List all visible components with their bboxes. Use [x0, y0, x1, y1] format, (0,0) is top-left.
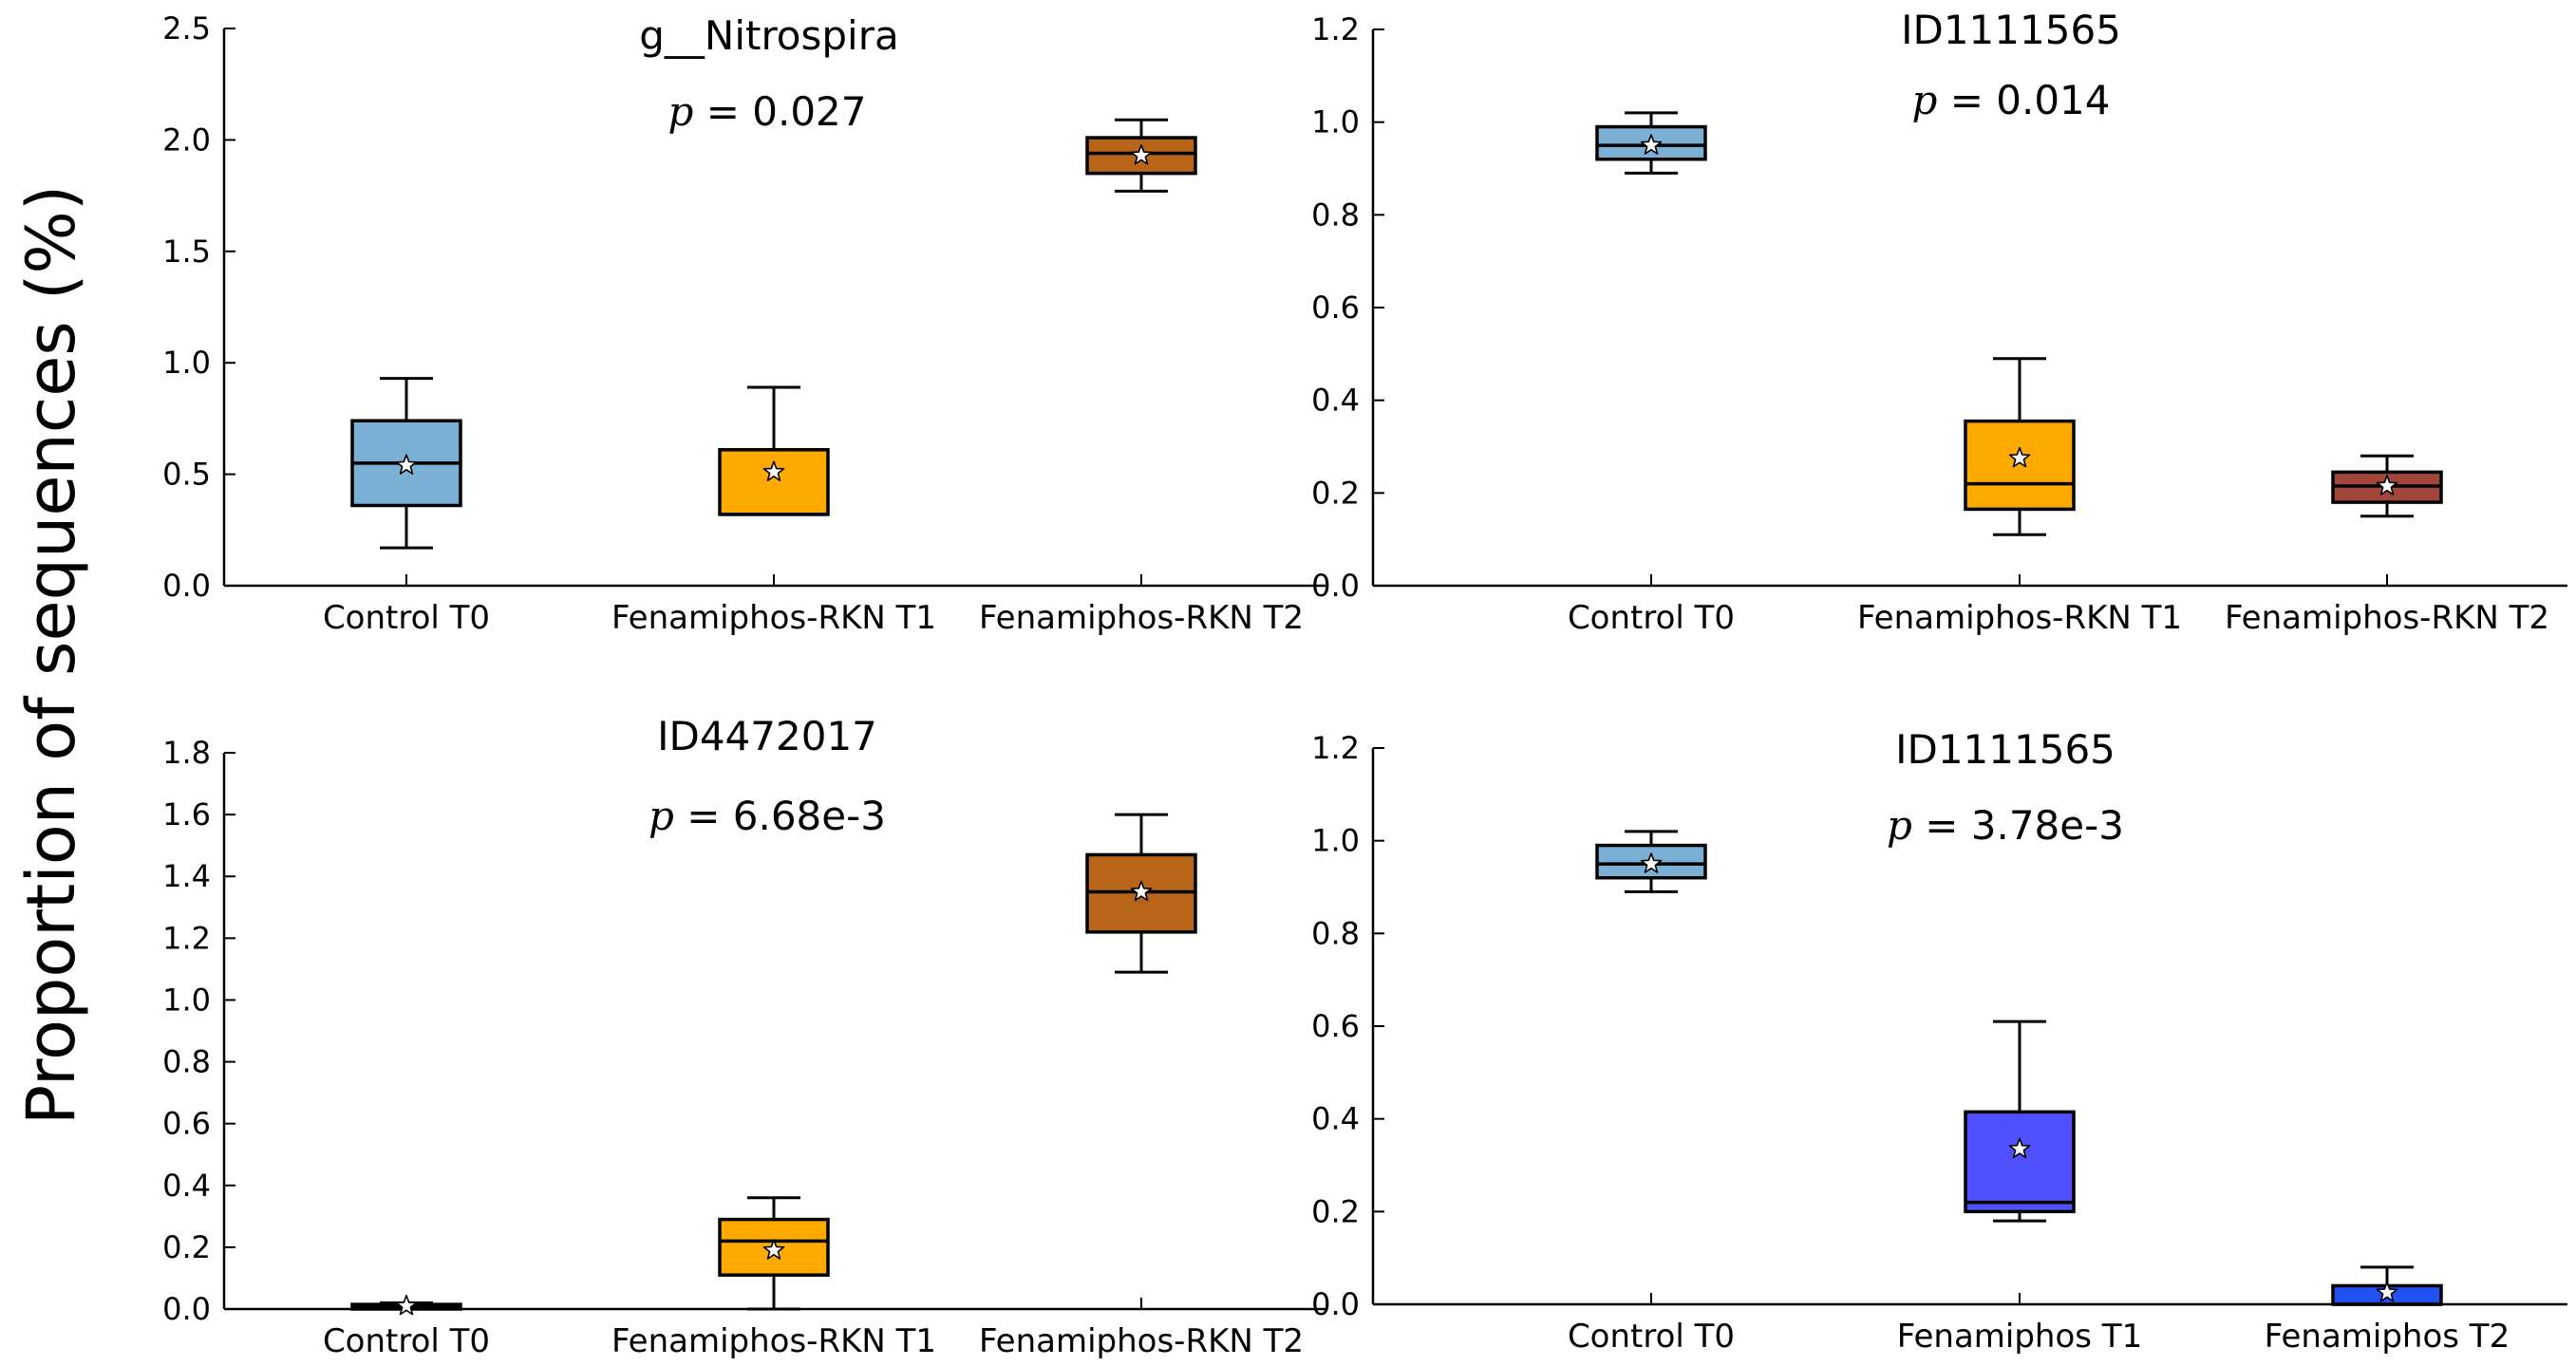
- p-value-annotation: p = 3.78e-3: [1887, 802, 2124, 849]
- y-tick-label: 1.0: [162, 982, 211, 1018]
- p-value-annotation: p = 0.014: [1911, 77, 2110, 123]
- x-category-label: Fenamiphos-RKN T1: [611, 1322, 936, 1360]
- x-category-label: Fenamiphos-RKN T2: [2225, 599, 2549, 637]
- p-symbol: p: [668, 88, 693, 135]
- p-value-text: = 6.68e-3: [674, 793, 886, 839]
- x-category-label: Fenamiphos-RKN T1: [611, 599, 936, 637]
- y-tick-label: 0.8: [1311, 915, 1360, 951]
- y-tick-label: 2.0: [162, 122, 211, 158]
- box-1: [1595, 830, 1707, 893]
- y-tick-label: 1.6: [162, 796, 211, 833]
- y-tick-label: 1.8: [162, 735, 211, 771]
- x-category-label: Control T0: [323, 1322, 490, 1360]
- mean-star-marker: [395, 1294, 418, 1316]
- chart-panel-1: 0.0 0.5 1.0 1.5 2.0 2.5 Control T0 Fenamiphos-R…: [162, 10, 1326, 637]
- x-category-label: Control T0: [323, 599, 490, 637]
- box-2: [1964, 357, 2076, 536]
- mean-star-marker: [2376, 1281, 2398, 1302]
- y-tick-label: 0.6: [1311, 1008, 1360, 1044]
- box-3: [1085, 813, 1197, 974]
- panel-title: ID1111565: [1895, 726, 2115, 773]
- y-tick-label: 0.5: [162, 457, 211, 493]
- mean-star-marker: [762, 460, 785, 481]
- y-tick-label: 0.0: [162, 1291, 211, 1327]
- y-tick-label: 0.6: [162, 1106, 211, 1142]
- box-2: [718, 385, 830, 516]
- box-3: [1085, 118, 1197, 193]
- mean-star-marker: [2376, 475, 2398, 496]
- mean-star-marker: [1130, 144, 1153, 165]
- y-tick-label: 1.4: [162, 858, 211, 894]
- p-value-text: = 0.014: [1937, 77, 2110, 123]
- mean-star-marker: [2008, 446, 2031, 468]
- y-tick-label: 0.4: [1311, 383, 1360, 419]
- y-tick-label: 0.0: [1311, 568, 1360, 604]
- box-body: [1964, 1110, 2076, 1214]
- mean-star-marker: [762, 1239, 785, 1260]
- y-tick-label: 0.4: [162, 1168, 211, 1204]
- box-1: [350, 1294, 462, 1316]
- mean-star-marker: [1640, 134, 1663, 155]
- y-tick-label: 1.0: [1311, 823, 1360, 859]
- x-category-label: Fenamiphos-RKN T2: [979, 599, 1304, 637]
- y-tick-label: 1.0: [1311, 104, 1360, 140]
- x-category-label: Fenamiphos T2: [2265, 1318, 2510, 1356]
- y-tick-label: 0.0: [1311, 1286, 1360, 1322]
- y-tick-label: 0.2: [1311, 475, 1360, 511]
- p-symbol: p: [1911, 77, 1937, 123]
- y-tick-label: 0.2: [1311, 1193, 1360, 1229]
- y-tick-label: 0.8: [1311, 196, 1360, 233]
- y-tick-label: 2.5: [162, 10, 211, 47]
- y-tick-label: 0.6: [1311, 290, 1360, 326]
- x-category-label: Fenamiphos-RKN T2: [979, 1322, 1304, 1360]
- y-tick-label: 1.5: [162, 234, 211, 270]
- p-value-text: = 3.78e-3: [1912, 802, 2124, 849]
- p-value-annotation: p = 6.68e-3: [649, 793, 886, 839]
- chart-panel-3: 0.0 0.2 0.4 0.6 0.8 1.0 1.2 1.4 1.6 1.8 Control T0…: [162, 713, 1326, 1360]
- box-3: [2331, 454, 2443, 518]
- mean-star-marker: [2008, 1137, 2031, 1159]
- box-1: [1595, 111, 1707, 175]
- mean-star-marker: [395, 454, 418, 475]
- y-tick-label: 1.2: [162, 920, 211, 956]
- box-2: [1964, 1020, 2076, 1223]
- global-y-axis-label: Proportion of sequences (%): [12, 185, 90, 1125]
- p-value-text: = 0.027: [693, 88, 866, 135]
- box-3: [2331, 1265, 2443, 1306]
- mean-star-marker: [1130, 880, 1153, 902]
- box-body: [1964, 419, 2076, 512]
- box-1: [350, 377, 462, 550]
- x-category-label: Fenamiphos T1: [1897, 1318, 2142, 1356]
- box-body: [718, 448, 830, 516]
- mean-star-marker: [1640, 852, 1663, 873]
- x-category-label: Fenamiphos-RKN T1: [1857, 599, 2182, 637]
- chart-panel-2: 0.0 0.2 0.4 0.6 0.8 1.0 1.2 Control T0 Fenamipho…: [1311, 7, 2567, 637]
- x-category-label: Control T0: [1568, 599, 1735, 637]
- p-symbol: p: [649, 793, 674, 839]
- panel-title: g__Nitrospira: [639, 12, 898, 59]
- panel-title: ID1111565: [1901, 7, 2121, 53]
- panel-title: ID4472017: [657, 713, 877, 759]
- x-category-label: Control T0: [1568, 1318, 1735, 1356]
- y-tick-label: 1.2: [1311, 11, 1360, 47]
- box-body: [1595, 124, 1707, 161]
- y-tick-label: 0.8: [162, 1044, 211, 1080]
- box-2: [718, 1196, 830, 1311]
- p-symbol: p: [1887, 802, 1912, 849]
- chart-panel-4: 0.0 0.2 0.4 0.6 0.8 1.0 1.2 Control T0 Fenamipho…: [1311, 726, 2567, 1356]
- y-tick-label: 0.2: [162, 1229, 211, 1265]
- y-tick-label: 0.0: [162, 568, 211, 604]
- y-tick-label: 1.2: [1311, 730, 1360, 766]
- y-tick-label: 0.4: [1311, 1101, 1360, 1137]
- p-value-annotation: p = 0.027: [668, 88, 866, 135]
- y-tick-label: 1.0: [162, 345, 211, 381]
